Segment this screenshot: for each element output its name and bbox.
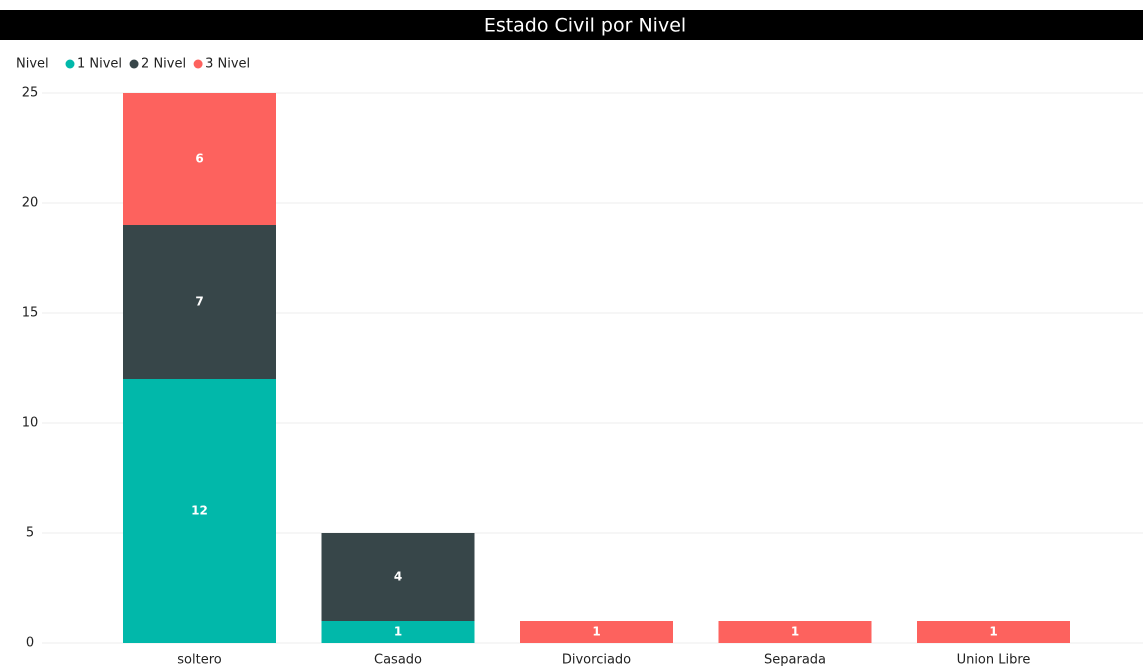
bar-segment	[321, 533, 475, 621]
legend-label: 1 Nivel	[77, 57, 122, 72]
x-tick-label: Casado	[374, 653, 422, 667]
data-label: 1	[791, 625, 799, 639]
bar-segment	[123, 379, 276, 643]
bar-segment	[123, 225, 276, 379]
bar-segment	[321, 621, 475, 643]
title-bar	[0, 10, 1143, 40]
data-label: 4	[394, 570, 402, 584]
y-tick-label: 5	[26, 526, 34, 541]
bar-segment	[917, 621, 1070, 643]
data-label: 1	[394, 625, 402, 639]
legend-label: 2 Nivel	[141, 57, 186, 72]
data-label: 6	[195, 152, 203, 166]
data-label: 1	[989, 625, 997, 639]
x-tick-label: Union Libre	[957, 653, 1031, 667]
y-tick-label: 20	[22, 196, 39, 211]
x-tick-label: Separada	[764, 653, 826, 667]
y-tick-label: 25	[22, 86, 39, 101]
legend-label: 3 Nivel	[205, 57, 250, 72]
data-label: 12	[191, 504, 208, 518]
chart-title: Estado Civil por Nivel	[484, 15, 686, 37]
legend-title: Nivel	[16, 57, 49, 72]
x-tick-label: soltero	[177, 653, 221, 667]
legend-swatch	[129, 59, 139, 69]
data-label: 7	[195, 295, 203, 309]
bar-segment	[718, 621, 872, 643]
data-label: 1	[592, 625, 600, 639]
legend-swatch	[193, 59, 203, 69]
legend-swatch	[65, 59, 75, 69]
y-tick-label: 0	[26, 636, 34, 651]
x-tick-label: Divorciado	[562, 653, 631, 667]
bar-segment	[123, 93, 276, 225]
bar-segment	[520, 621, 673, 643]
y-tick-label: 15	[22, 306, 39, 321]
y-tick-label: 10	[22, 416, 39, 431]
